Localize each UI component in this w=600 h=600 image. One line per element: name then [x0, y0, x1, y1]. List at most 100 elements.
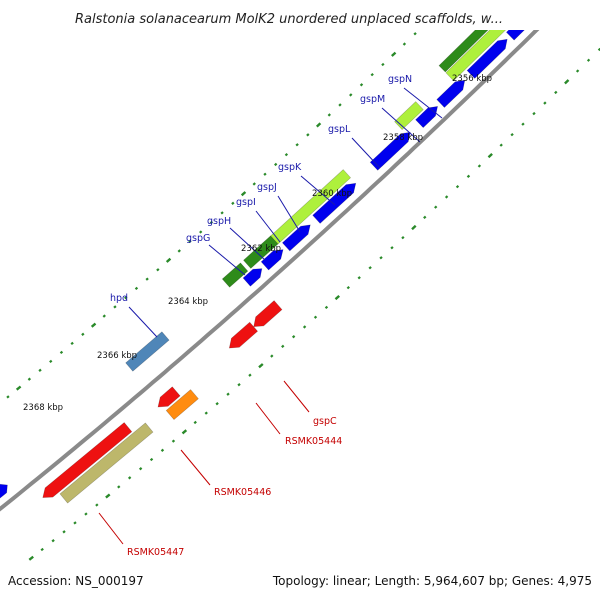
inner-tick-dot [73, 521, 77, 525]
gene-label-gspJ: gspJ [257, 182, 277, 193]
leader-line-RSMK05447 [98, 512, 124, 545]
inner-tick-dot [160, 448, 165, 452]
outer-tick-dot [220, 211, 224, 215]
outer-tick-dot [188, 239, 192, 244]
gene-label-gspH: gspH [207, 216, 231, 227]
reverse-gene-RSMK05446 [157, 386, 181, 408]
tick-label: 2368 kbp [23, 403, 63, 413]
outer-tick-dot [81, 332, 85, 336]
inner-tick-dot [477, 164, 482, 168]
inner-tick-dot [258, 363, 264, 369]
outer-tick-dot [390, 51, 397, 57]
forward-cds [415, 106, 438, 129]
label-leaders [98, 87, 443, 545]
inner-tick-dot [487, 153, 493, 159]
leader-line-gspH [229, 227, 266, 261]
gene-label-hpd: hpd [110, 293, 128, 304]
tick-label: 2362 kbp [241, 244, 281, 254]
outer-tick-dot [263, 172, 267, 176]
gene-label-gspM: gspM [360, 94, 385, 105]
outer-tick-dot [70, 341, 74, 346]
outer-tick-dot [381, 62, 385, 67]
reverse-gene-RSMK05446-cds [165, 389, 199, 421]
backbone [0, 0, 570, 512]
topology-summary: Topology: linear; Length: 5,964,607 bp; … [272, 574, 592, 588]
leader-line-hpd [128, 306, 158, 338]
leader-line-gspL [351, 137, 381, 169]
outer-tick-dot [413, 32, 417, 36]
inner-tick-dot [28, 555, 34, 561]
accession-label: Accession: NS_000197 [8, 574, 144, 588]
tick-label: 2358 kbp [383, 133, 423, 143]
leader-line-gspK [300, 175, 336, 206]
inner-tick-dot [532, 111, 536, 116]
inner-tick-dot [302, 325, 307, 329]
gene-label-gspI: gspI [236, 197, 256, 208]
leader-line-gspC [283, 380, 310, 413]
inner-tick-dot [575, 69, 580, 73]
inner-tick-dot [237, 383, 241, 387]
inner-tick-dot [51, 539, 55, 543]
inner-tick-dot [193, 420, 197, 425]
leader-line-gspM [381, 107, 421, 143]
outer-tick-dot [252, 182, 256, 186]
inner-tick-dot [117, 485, 121, 489]
reverse-gene-RSMK05444 [228, 321, 259, 349]
gene-gspG [221, 262, 249, 288]
inner-tick-dot [324, 305, 329, 310]
outer-tick-dot [338, 103, 342, 107]
inner-tick-dot [564, 79, 570, 85]
outer-tick-dot [199, 230, 203, 234]
outer-tick-dot [274, 162, 278, 167]
gene-label-gspN: gspN [388, 74, 412, 85]
outer-tick-dot [209, 220, 214, 225]
leader-line-gspG [208, 244, 246, 276]
inner-tick-dot [597, 47, 600, 52]
forward-cds [466, 38, 508, 79]
outer-tick-dot [327, 113, 331, 117]
inner-tick-dot [248, 373, 252, 377]
outer-tick-dot [315, 122, 322, 128]
leader-line-RSMK05446 [180, 449, 211, 486]
inner-tick-dot [62, 530, 66, 534]
forward-cds [242, 268, 263, 287]
gene-gspJ [394, 101, 424, 131]
leader-line-gspJ [277, 195, 301, 233]
gene-label-gspG: gspG [186, 233, 210, 244]
inner-tick-dot [204, 411, 208, 415]
tick-label: 2366 kbp [97, 351, 137, 361]
inner-tick-dot [521, 122, 525, 126]
reverse-gene-RSMK05447 [42, 422, 133, 498]
outer-tick-dot [156, 268, 160, 272]
inner-tick-dot [390, 246, 394, 250]
gene-label-RSMK05444: RSMK05444 [285, 436, 342, 447]
gene-label-gspL: gspL [328, 124, 351, 135]
outer-tick-dot [359, 83, 364, 87]
inner-tick-dot [510, 133, 514, 137]
inner-tick-dot [543, 101, 547, 105]
inner-tick-dot [105, 493, 111, 499]
inner-tick-dot [423, 215, 427, 220]
inner-tick-dot [40, 547, 44, 552]
inner-tick-dot [215, 402, 219, 406]
inner-tick-dot [368, 266, 372, 270]
map-title: Ralstonia solanacearum MolK2 unordered u… [75, 12, 503, 27]
inner-tick-dot [171, 439, 176, 443]
outer-tick-dot [177, 249, 181, 253]
reverse-gene-gspC [253, 300, 283, 328]
gene-gspH [243, 235, 279, 269]
inner-tick-dot [149, 457, 154, 462]
outer-tick-dot [402, 42, 407, 46]
title-bg [60, 0, 600, 30]
inner-tick-dot [586, 58, 591, 62]
inner-tick-dot [138, 467, 143, 471]
tick-label: 2360 kbp [312, 189, 352, 199]
gene-label-gspK: gspK [278, 162, 302, 173]
inner-tick-dot [357, 276, 361, 280]
tick-dots [6, 1, 600, 561]
forward-cds [0, 483, 8, 499]
outer-tick-dot [38, 368, 42, 372]
outer-tick-dot [370, 73, 374, 77]
forward-cds [436, 79, 466, 108]
